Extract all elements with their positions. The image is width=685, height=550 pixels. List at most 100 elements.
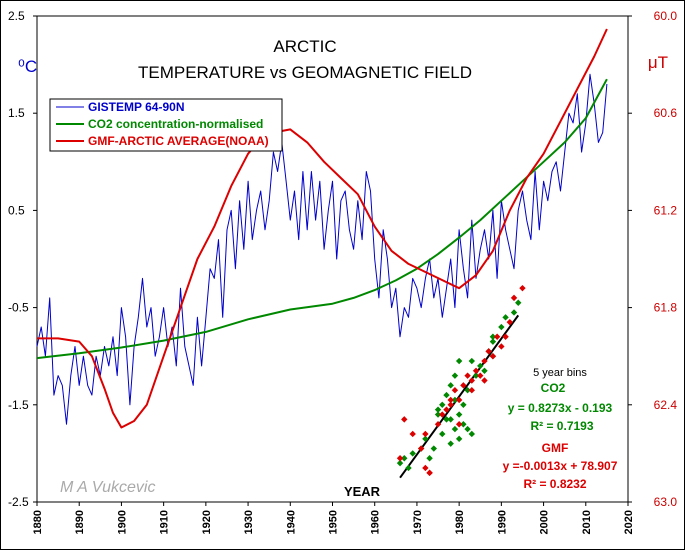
co2-fit-equation: y = 0.8273x - 0.193 bbox=[508, 401, 613, 415]
gmf-point bbox=[422, 430, 429, 438]
gmf-point bbox=[434, 421, 442, 428]
co2-point bbox=[422, 435, 429, 443]
left-axis-unit: ⁰C bbox=[18, 57, 37, 76]
series-layer bbox=[36, 28, 608, 429]
gmf-point bbox=[422, 464, 429, 472]
right-tick-label: 60.6 bbox=[654, 106, 678, 120]
gmf-point bbox=[396, 455, 404, 462]
x-axis: 1880 1890 1900 1910 1920 1930 1940 1950 1960 1970… bbox=[32, 502, 635, 534]
left-tick-label: 0.5 bbox=[8, 203, 25, 217]
x-tick-label: 1880 bbox=[32, 510, 44, 534]
gmf-point bbox=[447, 401, 454, 408]
gmf-point bbox=[468, 377, 476, 384]
left-tick-label: -0.5 bbox=[8, 301, 29, 315]
right-tick-label: 60.0 bbox=[654, 9, 678, 23]
gmf-point bbox=[489, 353, 497, 360]
right-tick-label: 61.2 bbox=[654, 203, 678, 217]
co2-point bbox=[434, 411, 442, 418]
co2-point bbox=[481, 367, 488, 374]
gmf-point bbox=[485, 348, 492, 355]
co2-point bbox=[464, 425, 471, 433]
co2-point bbox=[489, 333, 497, 340]
gmf-point bbox=[455, 396, 463, 404]
left-tick-label: -2.5 bbox=[8, 495, 29, 509]
co2-point bbox=[455, 357, 463, 365]
x-tick-label: 1990 bbox=[496, 510, 508, 534]
x-tick-label: 1900 bbox=[116, 510, 128, 534]
co2-point bbox=[489, 338, 497, 345]
co2-point bbox=[468, 430, 476, 438]
co2-point bbox=[451, 396, 459, 404]
gmf-point bbox=[481, 357, 488, 365]
co2-point bbox=[464, 387, 471, 394]
gmf-point bbox=[447, 396, 454, 404]
x-tick-label: 1890 bbox=[74, 510, 86, 534]
gmf-point bbox=[506, 318, 513, 326]
right-axis: 60.0 60.6 61.2 61.8 62.4 63.0 bbox=[628, 9, 677, 509]
gmf-point bbox=[510, 294, 518, 302]
co2-point bbox=[434, 406, 442, 413]
x-tick-label: 1960 bbox=[370, 510, 382, 534]
x-tick-label: 1920 bbox=[201, 510, 213, 534]
x-tick-label: 1970 bbox=[412, 510, 424, 534]
x-tick-label: 1980 bbox=[454, 510, 466, 534]
gmf-fit-equation: y =-0.0013x + 78.907 bbox=[503, 459, 618, 473]
gmf-point bbox=[443, 406, 450, 413]
series-line-gistemp bbox=[36, 73, 608, 425]
co2-point bbox=[430, 445, 438, 452]
x-tick-label: 2010 bbox=[581, 510, 593, 534]
x-tick-label: 2020 bbox=[623, 510, 635, 534]
gmf-point bbox=[409, 430, 416, 438]
co2-point bbox=[502, 314, 509, 321]
co2-point bbox=[426, 455, 433, 462]
right-tick-label: 63.0 bbox=[654, 495, 678, 509]
co2-point bbox=[401, 455, 408, 462]
co2-point bbox=[460, 421, 467, 428]
gmf-point bbox=[417, 445, 425, 452]
series-line-gmf bbox=[37, 28, 608, 429]
chart-title-line-2: TEMPERATURE vs GEOMAGNETIC FIELD bbox=[138, 63, 472, 82]
legend-label-gistemp: GISTEMP 64-90N bbox=[88, 100, 184, 114]
gmf-fit-label: GMF bbox=[542, 441, 569, 455]
co2-point bbox=[515, 299, 522, 306]
x-tick-label: 1930 bbox=[243, 510, 255, 534]
gmf-point bbox=[481, 377, 488, 384]
x-tick-label: 1910 bbox=[159, 510, 171, 534]
co2-point bbox=[405, 464, 412, 472]
x-tick-label: 2000 bbox=[539, 510, 551, 534]
legend: GISTEMP 64-90N CO2 concentration-normali… bbox=[49, 98, 283, 152]
co2-point bbox=[451, 425, 459, 433]
gmf-point bbox=[502, 333, 509, 340]
co2-point bbox=[439, 401, 446, 408]
co2-point bbox=[439, 430, 446, 438]
co2-point bbox=[510, 309, 518, 316]
scatter-inset bbox=[396, 284, 526, 479]
gmf-point bbox=[439, 411, 446, 418]
left-tick-label: -1.5 bbox=[8, 398, 29, 412]
left-tick-label: 2.5 bbox=[8, 9, 25, 23]
co2-point bbox=[472, 372, 480, 379]
co2-point bbox=[443, 391, 450, 399]
gmf-point bbox=[401, 416, 408, 423]
legend-label-co2: CO2 concentration-normalised bbox=[88, 117, 263, 131]
co2-point bbox=[468, 357, 476, 365]
co2-point bbox=[460, 401, 467, 408]
left-axis: 2.5 1.5 0.5 -0.5 -1.5 -2.5 bbox=[8, 9, 37, 509]
co2-point bbox=[498, 323, 505, 331]
legend-label-gmf: GMF-ARCTIC AVERAGE(NOAA) bbox=[88, 134, 269, 148]
right-axis-unit: μT bbox=[648, 53, 668, 72]
gmf-point bbox=[477, 372, 484, 379]
co2-point bbox=[477, 362, 484, 370]
gmf-point bbox=[426, 469, 433, 477]
gmf-point bbox=[455, 421, 463, 428]
co2-point bbox=[447, 440, 454, 447]
co2-point bbox=[455, 435, 463, 443]
gmf-point bbox=[519, 284, 526, 292]
gmf-point bbox=[498, 343, 505, 350]
author-signature: M A Vukcevic bbox=[60, 479, 155, 496]
series-line-co2 bbox=[36, 78, 608, 360]
gmf-point bbox=[464, 372, 471, 379]
gmf-point bbox=[493, 333, 501, 340]
gmf-point bbox=[472, 367, 480, 374]
